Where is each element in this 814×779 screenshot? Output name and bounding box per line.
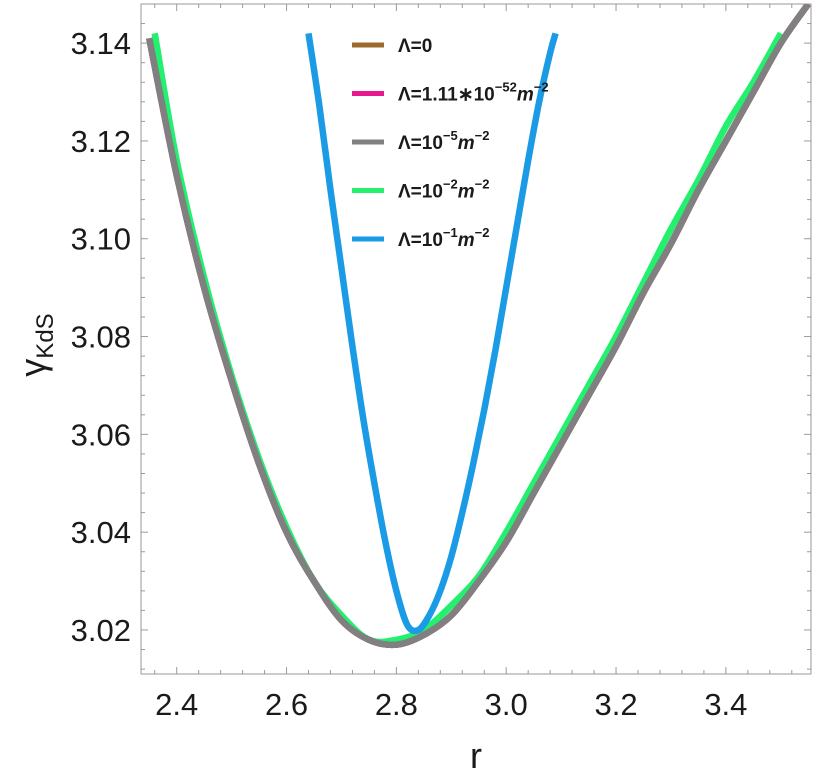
legend-label-unit: m (458, 230, 475, 251)
legend: Λ=0Λ=1.11∗10−52m−2Λ=10−5m−2Λ=10−2m−2Λ=10… (352, 36, 549, 251)
legend-label: Λ=10−1m−2 (398, 225, 489, 251)
legend-item-2: Λ=1.11∗10−52m−2 (352, 80, 549, 106)
legend-label-unit-exponent: −2 (475, 177, 490, 192)
y-tick-label: 3.08 (71, 320, 131, 355)
legend-item-1: Λ=0 (352, 36, 432, 57)
legend-label: Λ=10−2m−2 (398, 177, 489, 203)
legend-label-unit-exponent: −2 (475, 128, 490, 143)
legend-label-exponent: −2 (443, 177, 458, 192)
legend-label-unit: m (458, 133, 475, 154)
svg-text:γKdS: γKdS (12, 313, 59, 376)
y-axis-title-main: γ (12, 359, 53, 377)
y-tick-label: 3.02 (71, 613, 131, 648)
x-tick-label: 3.2 (594, 687, 637, 722)
legend-item-3: Λ=10−5m−2 (352, 128, 489, 154)
legend-label: Λ=0 (398, 36, 432, 57)
legend-item-5: Λ=10−1m−2 (352, 225, 489, 251)
legend-label-unit-exponent: −2 (534, 80, 549, 95)
legend-label: Λ=10−5m−2 (398, 128, 489, 154)
y-tick-label: 3.10 (71, 222, 131, 257)
y-axis-ticks: 3.02 3.04 3.06 3.08 3.10 3.12 3.14 (71, 3, 811, 670)
legend-label-exponent: −52 (495, 80, 517, 95)
legend-label-base: Λ=1.11∗10 (398, 85, 495, 106)
x-axis-ticks: 2.4 2.6 2.8 3.0 3.2 3.4 (154, 4, 793, 722)
legend-label: Λ=1.11∗10−52m−2 (398, 80, 549, 106)
plot-frame (140, 3, 812, 675)
x-axis-title: r (470, 735, 482, 776)
y-tick-label: 3.04 (71, 515, 131, 550)
legend-label-base: Λ=10 (398, 182, 443, 203)
y-axis-title: γKdS (12, 313, 59, 376)
x-tick-label: 3.4 (704, 687, 747, 722)
legend-label-base: Λ=10 (398, 230, 443, 251)
x-tick-label: 2.8 (375, 687, 418, 722)
y-tick-label: 3.14 (71, 26, 131, 61)
legend-label-unit: m (458, 182, 475, 203)
series-line-5 (305, 32, 559, 635)
legend-label-exponent: −5 (443, 128, 458, 143)
series-line-4 (151, 31, 784, 646)
legend-item-4: Λ=10−2m−2 (352, 177, 489, 203)
y-axis-title-subscript: KdS (32, 313, 59, 358)
legend-label-exponent: −1 (443, 225, 458, 240)
x-tick-label: 3.0 (485, 687, 528, 722)
legend-label-base: Λ=0 (398, 36, 432, 57)
y-tick-label: 3.06 (71, 417, 131, 452)
series-layer (146, 4, 811, 649)
series-line-3 (146, 4, 811, 649)
legend-label-base: Λ=10 (398, 133, 443, 154)
y-tick-label: 3.12 (71, 124, 131, 159)
x-tick-label: 2.4 (155, 687, 198, 722)
x-tick-label: 2.6 (265, 687, 308, 722)
legend-label-unit-exponent: −2 (475, 225, 490, 240)
legend-label-unit: m (517, 85, 534, 106)
